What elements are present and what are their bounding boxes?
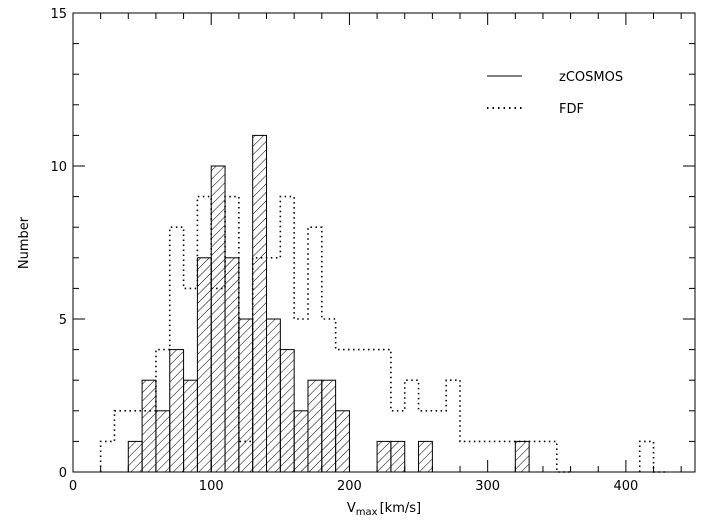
zcosmos-bar (335, 410, 350, 473)
zcosmos-bar (210, 165, 226, 473)
zcosmos-bar (169, 349, 185, 473)
zcosmos-bar (321, 379, 337, 473)
legend-label-fdf: FDF (559, 102, 584, 117)
axis-ticks (72, 12, 695, 473)
zcosmos-bar (307, 379, 323, 473)
y-tick-label: 10 (50, 160, 67, 175)
x-tick-label: 200 (337, 479, 362, 494)
y-axis-title: Number (17, 216, 32, 269)
x-axis-tick-labels: 0 100 200 300 400 (69, 479, 638, 494)
fdf-step-line (99, 195, 668, 473)
zcosmos-bar (514, 440, 530, 473)
x-axis-title-main: V (347, 501, 356, 516)
legend-label-zcosmos: zCOSMOS (559, 70, 623, 85)
y-tick-label: 0 (59, 466, 67, 481)
zcosmos-bar (390, 440, 406, 473)
zcosmos-bar (418, 440, 433, 473)
legend: zCOSMOS FDF (487, 70, 623, 117)
zcosmos-bar (196, 257, 212, 473)
y-axis-tick-labels: 0 5 10 15 (50, 7, 67, 481)
zcosmos-bar (127, 440, 143, 473)
y-tick-label: 15 (50, 7, 67, 22)
zcosmos-bar (141, 379, 157, 473)
zcosmos-bar (183, 379, 198, 473)
zcosmos-bar (293, 410, 309, 473)
zcosmos-histogram (127, 134, 530, 473)
x-tick-label: 300 (475, 479, 500, 494)
x-tick-label: 100 (199, 479, 224, 494)
plot-frame (72, 12, 696, 473)
fdf-histogram (99, 195, 668, 473)
y-tick-label: 5 (59, 313, 67, 328)
x-axis-title: Vmax [km/s] (347, 501, 421, 518)
zcosmos-bar (155, 410, 171, 473)
zcosmos-bar (279, 349, 295, 473)
zcosmos-bar (238, 318, 254, 473)
x-axis-title-subscript: max (356, 507, 378, 518)
zcosmos-bar (266, 318, 281, 473)
x-axis-title-unit: [km/s] (380, 501, 422, 516)
zcosmos-bar (224, 257, 240, 473)
x-tick-label: 0 (69, 479, 77, 494)
x-tick-label: 400 (613, 479, 638, 494)
zcosmos-bar (376, 440, 392, 473)
zcosmos-bar (252, 134, 268, 473)
